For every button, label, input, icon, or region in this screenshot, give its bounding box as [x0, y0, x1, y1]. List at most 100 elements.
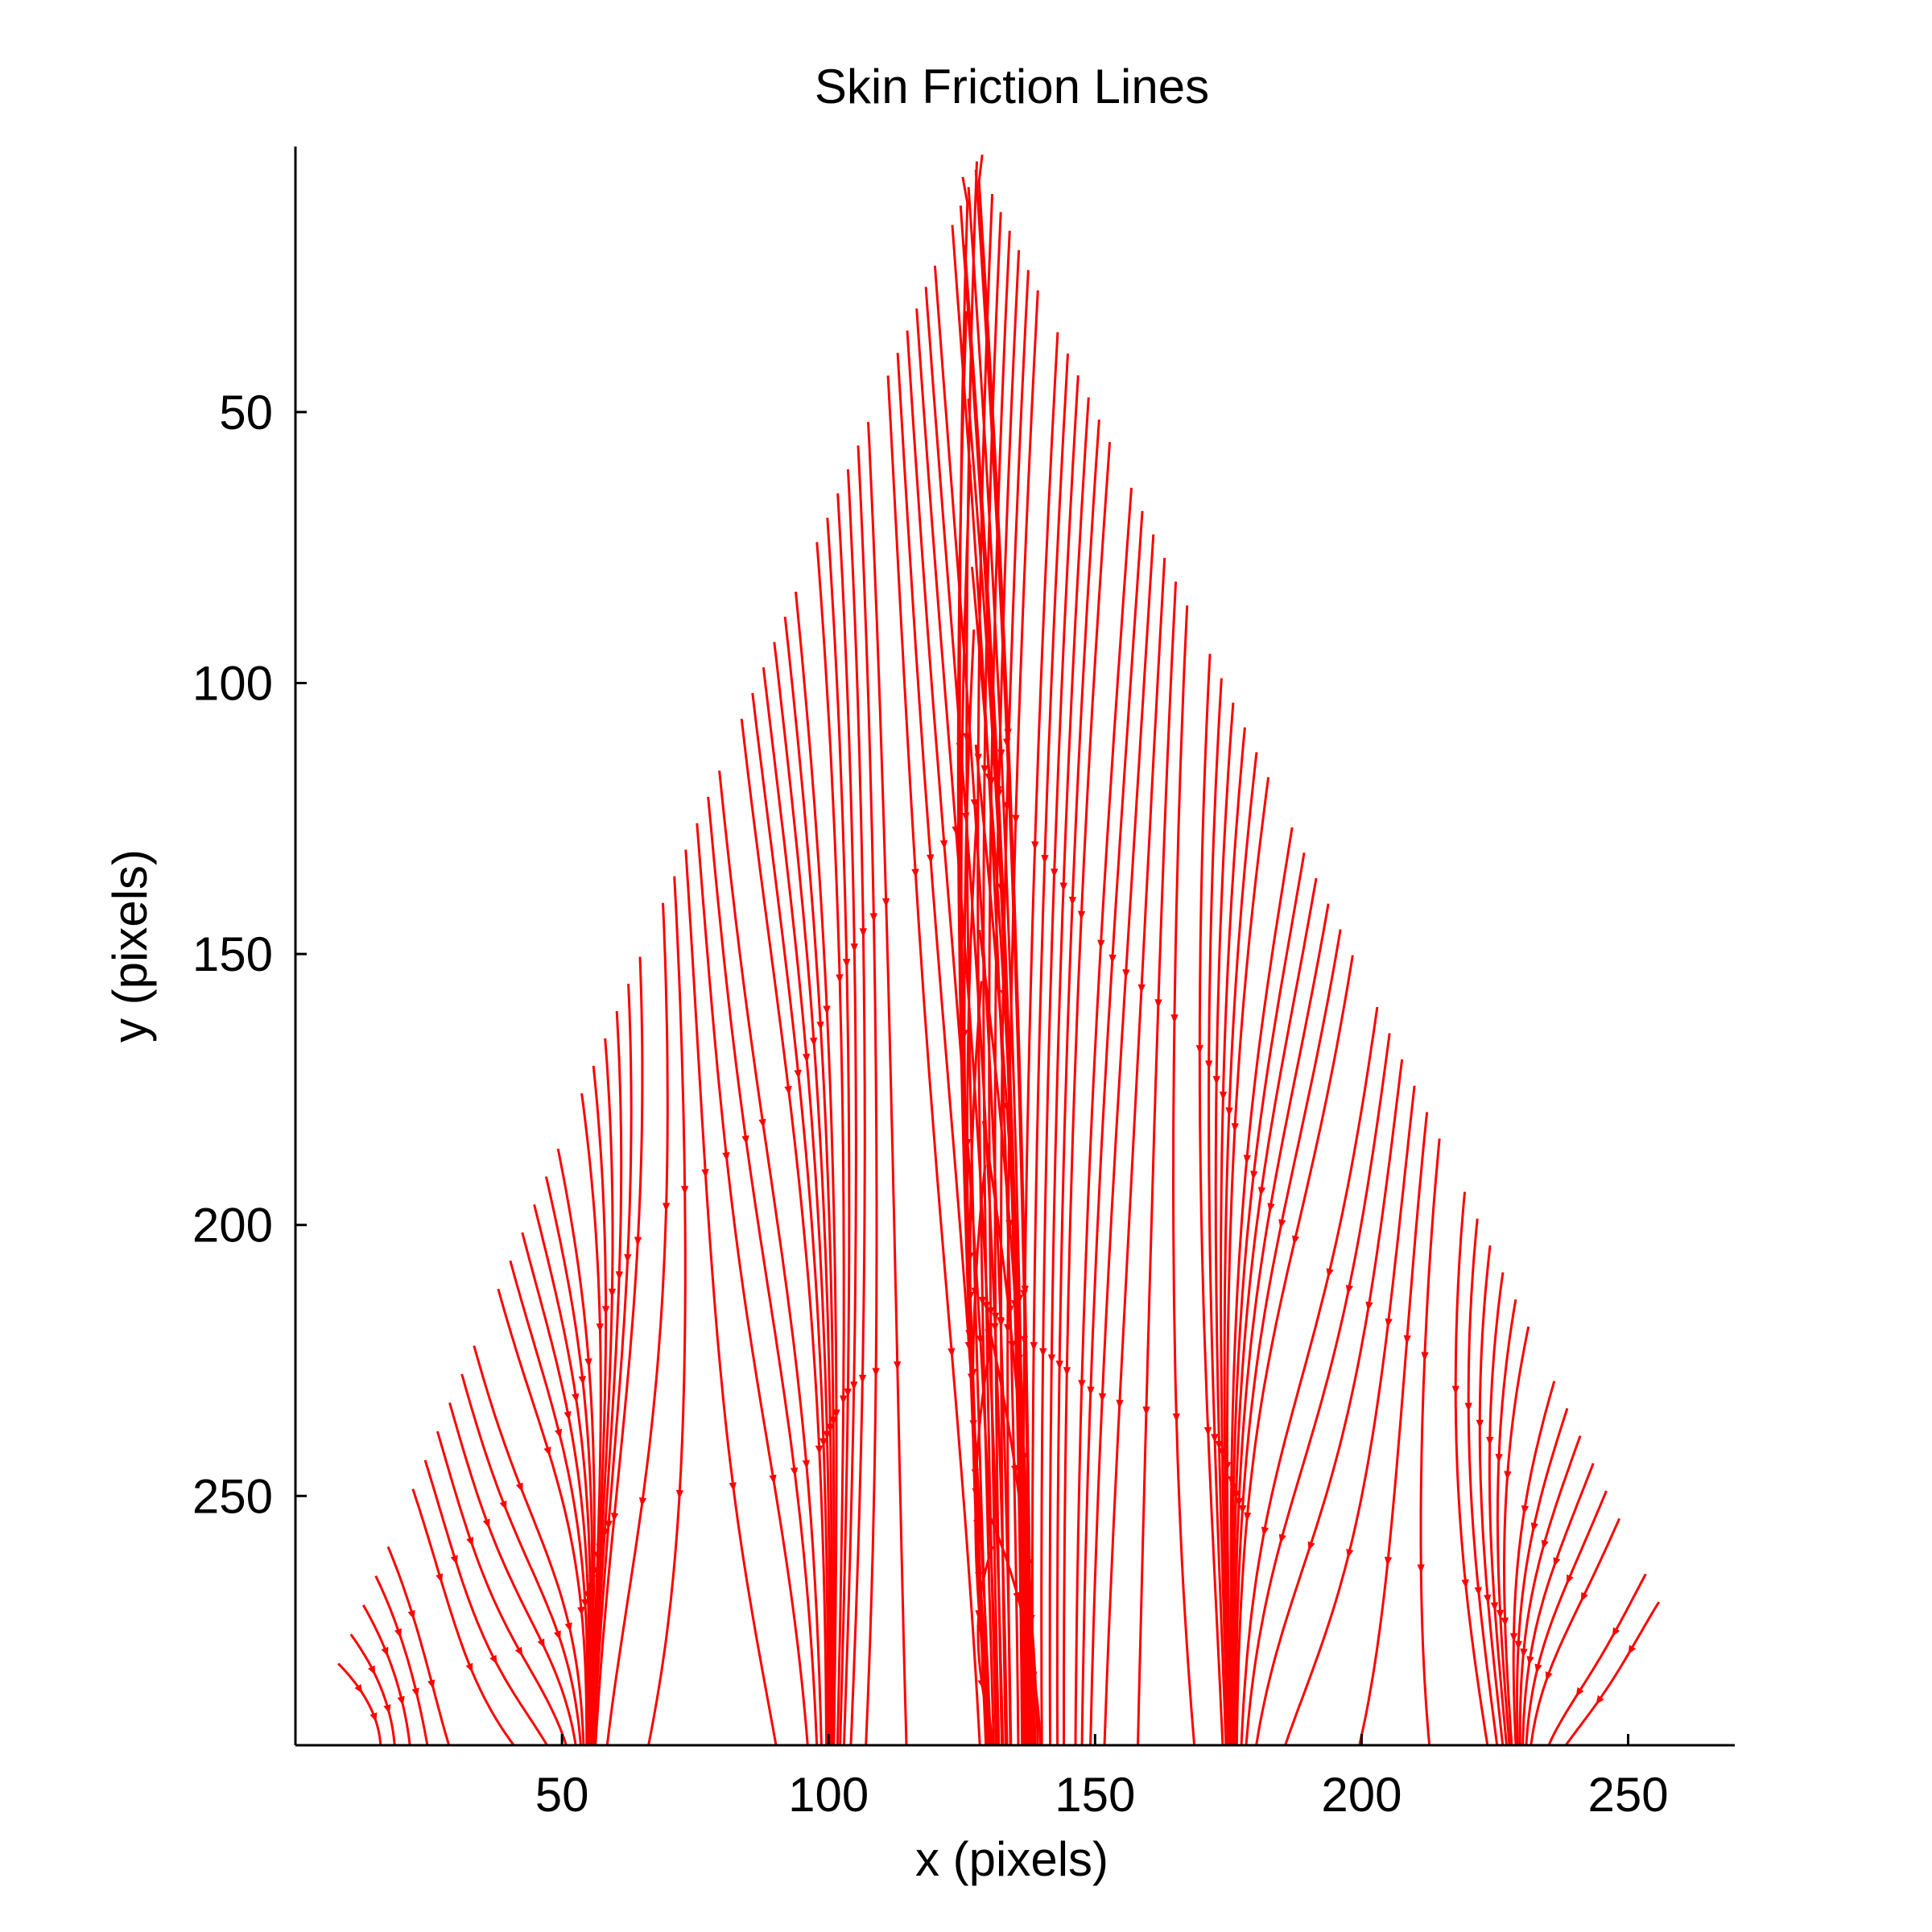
streamline-arrowhead	[1326, 1268, 1334, 1278]
streamline-arrowhead	[1097, 939, 1105, 949]
streamline-arrowhead	[997, 1318, 1005, 1327]
streamline-arrowhead	[927, 854, 935, 864]
chart-title: Skin Friction Lines	[815, 60, 1209, 114]
streamline-arrowhead	[872, 1368, 880, 1377]
streamline-arrowhead	[758, 1118, 766, 1129]
streamline-arrowhead	[383, 1704, 391, 1714]
streamline	[1137, 581, 1178, 1746]
streamline-arrowhead	[842, 959, 851, 968]
streamline	[1223, 752, 1258, 1746]
streamline-arrowhead	[769, 1474, 777, 1484]
streamline-arrowhead	[1267, 1203, 1275, 1212]
streamline-arrowhead	[972, 1488, 980, 1497]
streamline-arrowhead	[543, 1447, 551, 1456]
streamline-arrowhead	[954, 828, 963, 837]
streamline-arrowhead	[1219, 1092, 1228, 1101]
streamline-arrowhead	[675, 1489, 684, 1500]
streamline-arrowhead	[1244, 1512, 1252, 1521]
streamline	[1006, 290, 1039, 1746]
streamline-arrowhead	[1002, 1102, 1010, 1112]
streamline-arrowhead	[1278, 1219, 1286, 1229]
streamline	[1284, 1085, 1416, 1746]
streamline-arrowhead	[1514, 1641, 1523, 1650]
streamline-arrowhead	[859, 928, 867, 938]
streamline	[993, 250, 1021, 1746]
streamline-arrowhead	[1154, 999, 1162, 1009]
x-tick-label: 50	[535, 1768, 589, 1822]
streamline-arrowhead	[1030, 1671, 1038, 1681]
streamline-arrowhead	[411, 1687, 419, 1698]
streamline-arrowhead	[1000, 989, 1008, 999]
streamline-arrowhead	[1461, 1579, 1469, 1589]
y-tick-label: 50	[219, 386, 273, 440]
streamline-arrowhead	[790, 1467, 799, 1477]
streamline-arrowhead	[1116, 1399, 1124, 1410]
streamline-arrowhead	[1451, 1385, 1459, 1395]
streamline	[1226, 777, 1270, 1746]
streamline-arrowhead	[869, 913, 877, 923]
streamline	[857, 445, 878, 1746]
streamline-arrowhead	[1020, 1335, 1029, 1345]
streamline	[915, 308, 1005, 1746]
streamline	[349, 1633, 396, 1746]
streamline	[1516, 1408, 1569, 1746]
streamline-arrowhead	[605, 1520, 613, 1530]
streamline	[1547, 1573, 1647, 1746]
streamline	[337, 1662, 382, 1746]
streamline-arrowhead	[939, 840, 948, 849]
streamline-arrowhead	[368, 1665, 376, 1675]
streamline-arrowhead	[1278, 1534, 1286, 1544]
streamline	[974, 1353, 994, 1746]
x-tick-label: 250	[1588, 1768, 1669, 1822]
streamline-arrowhead	[802, 1459, 810, 1469]
streamline-arrowhead	[427, 1679, 436, 1690]
streamline-arrowhead	[663, 1203, 671, 1212]
streamline-arrowhead	[1307, 1541, 1315, 1551]
streamline-arrowhead	[1063, 1367, 1071, 1377]
y-tick-label: 150	[192, 927, 273, 981]
streamline-arrowhead	[947, 1348, 956, 1357]
streamline-arrowhead	[1553, 1557, 1561, 1567]
streamline-arrowhead	[577, 1606, 585, 1616]
streamline-arrowhead	[1250, 1170, 1258, 1180]
streamline-arrowhead	[499, 1501, 507, 1510]
streamline-arrowhead	[977, 1679, 985, 1689]
streamline	[773, 642, 833, 1746]
streamline-arrowhead	[832, 1409, 840, 1418]
streamline	[1198, 654, 1224, 1746]
streamline-arrowhead	[1211, 1434, 1219, 1443]
streamline-arrowhead	[829, 1416, 837, 1426]
streamline-arrowhead	[1030, 1342, 1038, 1352]
streamline	[989, 1517, 1042, 1746]
streamline	[1232, 877, 1318, 1746]
streamline-arrowhead	[1504, 1471, 1512, 1480]
streamline-arrowhead	[975, 1610, 983, 1620]
streamline	[1512, 1381, 1556, 1746]
streamline-arrowhead	[1496, 1609, 1505, 1620]
streamline-arrowhead	[1580, 1591, 1588, 1602]
streamline-arrowhead	[564, 1622, 572, 1633]
streamline-arrowhead	[624, 1253, 632, 1263]
streamline-arrowhead	[840, 1395, 848, 1405]
streamline-arrowhead	[450, 1554, 458, 1565]
streamline	[436, 1430, 568, 1746]
streamline	[1419, 1138, 1441, 1746]
streamline	[906, 330, 999, 1746]
streamline-arrowhead	[978, 1296, 986, 1306]
streamline-arrowhead	[987, 1307, 995, 1316]
streamline-arrowhead	[1055, 1360, 1063, 1370]
x-tick-label: 200	[1321, 1768, 1402, 1822]
streamline	[1229, 827, 1294, 1746]
streamline-arrowhead	[466, 1537, 474, 1546]
streamline-arrowhead	[555, 1428, 563, 1439]
streamline	[740, 718, 828, 1746]
streamline	[592, 984, 633, 1746]
streamline-arrowhead	[1170, 1014, 1179, 1024]
streamline-arrowhead	[615, 1271, 624, 1281]
streamline-arrowhead	[1257, 1187, 1266, 1196]
streamline	[795, 591, 838, 1746]
streamline-arrowhead	[894, 1361, 902, 1371]
y-axis-label: y (pixels)	[103, 849, 157, 1042]
streamline-arrowhead	[1098, 1393, 1107, 1402]
streamline-arrowhead	[1384, 1556, 1393, 1567]
